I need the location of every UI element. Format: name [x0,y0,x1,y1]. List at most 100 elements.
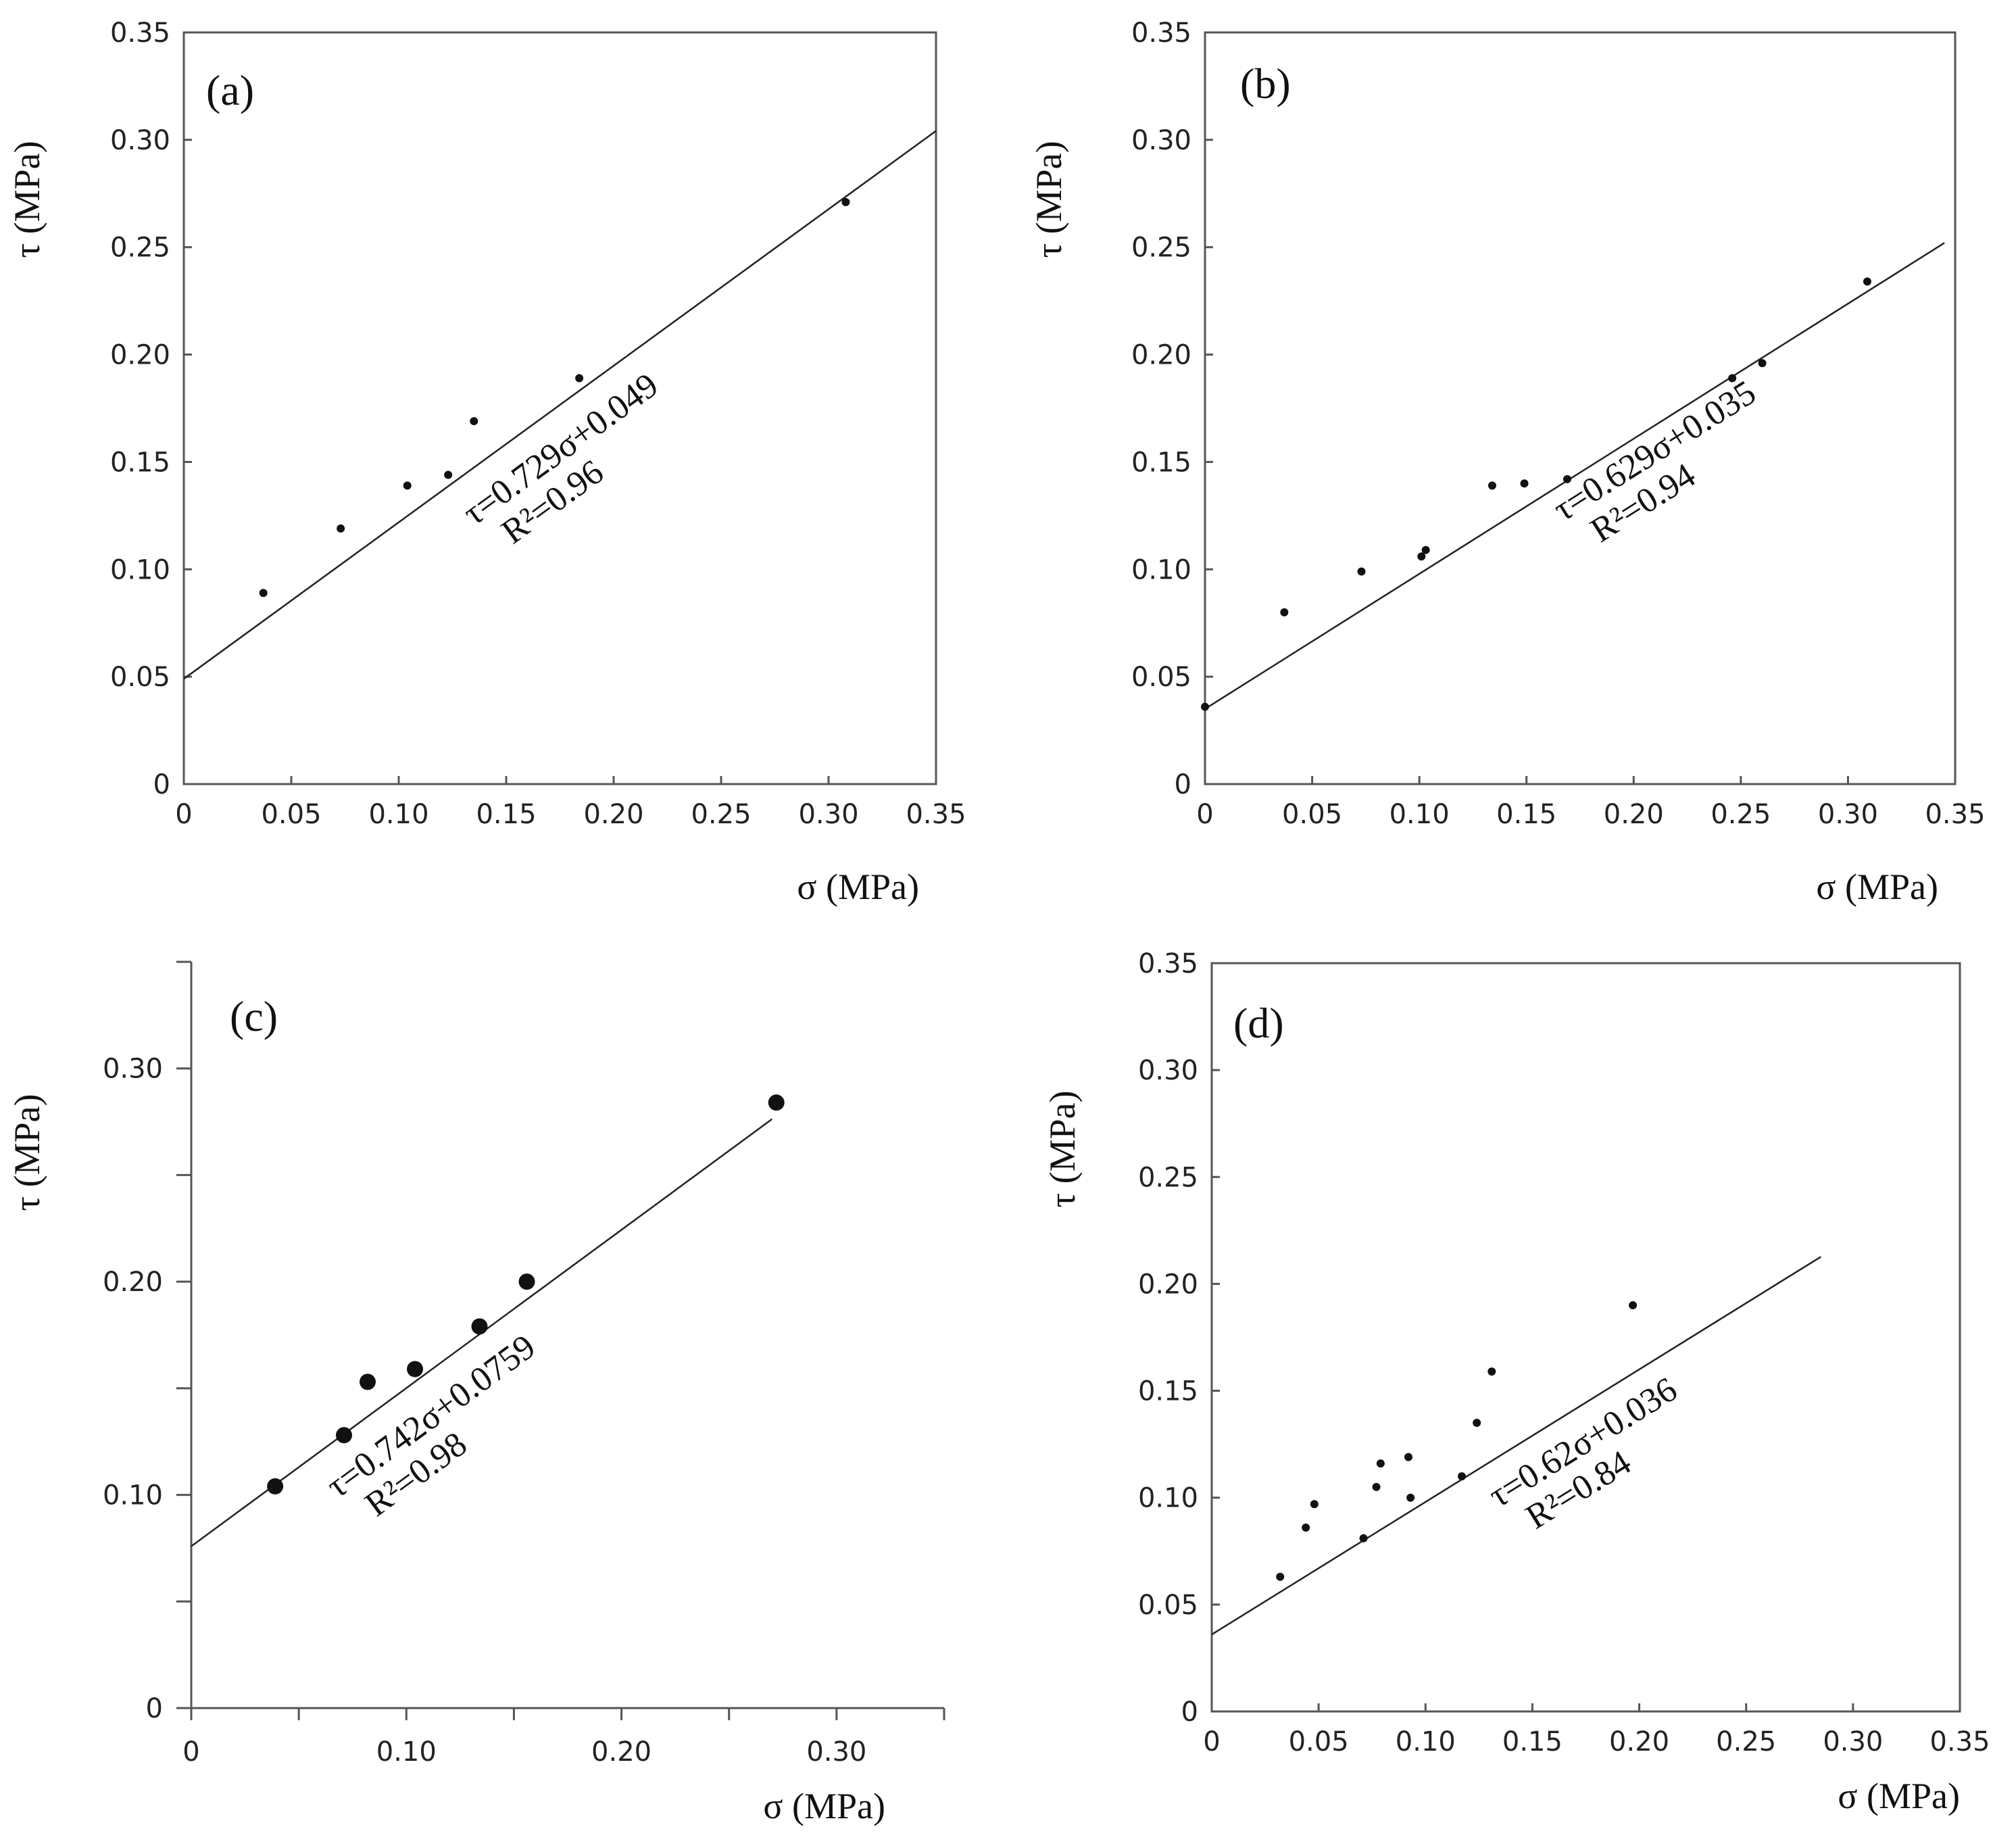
x-tick-label: 0.25 [1716,1726,1776,1757]
chart-panel-b: 0 0.05 0.10 0.15 0.20 0.25 0.30 0.35 0 0.05 0.10 0.… [1029,18,1986,907]
data-point [1520,479,1529,488]
data-point [1728,374,1737,383]
data-point [1863,277,1871,286]
plot-frame [182,31,937,785]
x-tick-label: 0.20 [1609,1726,1669,1757]
x-axis-label: σ (MPa) [763,1786,885,1826]
x-tick-label: 0 [1203,1726,1220,1757]
data-point [1629,1301,1638,1310]
x-tick-label: 0.05 [1289,1726,1349,1757]
y-tick-label: 0.30 [1131,125,1191,156]
data-point [1276,1572,1285,1581]
data-point [1280,608,1289,616]
data-point [444,470,453,479]
y-tick-label: 0.15 [1131,447,1191,478]
y-tick-label: 0.25 [1131,233,1191,264]
data-point [575,374,584,383]
chart-panel-d: 0 0.05 0.10 0.15 0.20 0.25 0.30 0.35 0 0.05 0.10 0.… [1042,948,1990,1816]
x-tick-label: 0.10 [1396,1726,1456,1757]
x-tick-label: 0 [1196,799,1213,830]
data-point [518,1273,535,1290]
data-point [1404,1453,1412,1461]
x-axis-label: σ (MPa) [1838,1776,1960,1816]
x-tick-label: 0.25 [1711,799,1771,830]
y-tick-label: 0.05 [1131,662,1191,693]
y-tick-label: 0 [146,1693,163,1724]
data-point [1421,545,1430,554]
data-point [1357,567,1366,576]
y-tick-label: 0.10 [110,554,170,585]
data-point [1758,359,1767,368]
y-tick-label: 0.05 [110,662,170,693]
data-point [1359,1534,1368,1542]
y-tick-label: 0.20 [103,1267,163,1298]
y-tick-label: 0.35 [1138,948,1198,979]
y-axis-label: τ (MPa) [7,141,47,258]
x-tick-label: 0 [182,1736,199,1768]
x-tick-label: 0.25 [691,799,751,830]
data-point [407,1361,424,1378]
y-axis-label: τ (MPa) [7,1094,47,1211]
y-tick-label: 0.25 [110,233,170,264]
data-point [359,1373,376,1390]
data-point [1473,1419,1481,1428]
y-axis-label: τ (MPa) [1042,1090,1083,1207]
x-tick-label: 0.35 [1925,799,1985,830]
data-point [1406,1493,1415,1502]
data-point [470,417,478,426]
data-point [1376,1459,1385,1468]
y-tick-label: 0.35 [1131,18,1191,49]
y-tick-label: 0 [153,769,170,800]
x-tick-label: 0.35 [1929,1726,1990,1757]
y-tick-label: 0.25 [1138,1162,1198,1193]
x-tick-label: 0.35 [906,799,966,830]
plot-frame [1204,31,1957,785]
x-tick-label: 0.10 [376,1736,437,1768]
x-tick-label: 0.20 [591,1736,651,1768]
x-tick-label: 0.10 [368,799,428,830]
data-point [337,524,345,533]
data-point [1302,1523,1310,1532]
panel-label: (d) [1233,999,1284,1047]
y-tick-label: 0 [1175,769,1191,800]
data-point [1487,1367,1496,1376]
x-tick-label: 0.30 [1823,1726,1883,1757]
y-tick-label: 0.15 [1138,1376,1198,1407]
x-tick-label: 0.15 [476,799,536,830]
x-tick-label: 0.05 [261,799,321,830]
y-axis-label: τ (MPa) [1029,141,1069,258]
panel-label: (a) [206,66,254,114]
y-tick-label: 0.10 [103,1480,163,1511]
x-axis-label: σ (MPa) [797,867,919,907]
data-point [1563,475,1571,483]
y-tick-label: 0.10 [1138,1483,1198,1514]
y-tick-label: 0.20 [110,340,170,371]
x-axis-label: σ (MPa) [1816,867,1938,907]
y-tick-label: 0.05 [1138,1590,1198,1621]
data-point [768,1094,785,1111]
x-tick-label: 0.30 [1818,799,1878,830]
x-tick-label: 0.20 [1604,799,1664,830]
y-tick-label: 0.30 [110,125,170,156]
x-tick-label: 0 [175,799,192,830]
fit-line [1204,242,1945,710]
data-point [267,1478,284,1494]
y-tick-label: 0.35 [110,18,170,49]
data-point [841,197,850,206]
x-tick-label: 0.30 [798,799,858,830]
fit-line [1211,1256,1822,1636]
data-point [471,1318,488,1335]
data-point [1372,1482,1381,1491]
x-tick-label: 0.05 [1282,799,1342,830]
x-tick-label: 0.15 [1496,799,1556,830]
data-point [1417,552,1426,561]
data-point [259,589,268,598]
y-tick-label: 0.30 [103,1054,163,1085]
y-tick-label: 0.15 [110,447,170,478]
panel-label: (b) [1240,59,1291,107]
data-point [403,481,412,490]
data-point [1487,481,1496,490]
x-tick-label: 0.10 [1389,799,1450,830]
